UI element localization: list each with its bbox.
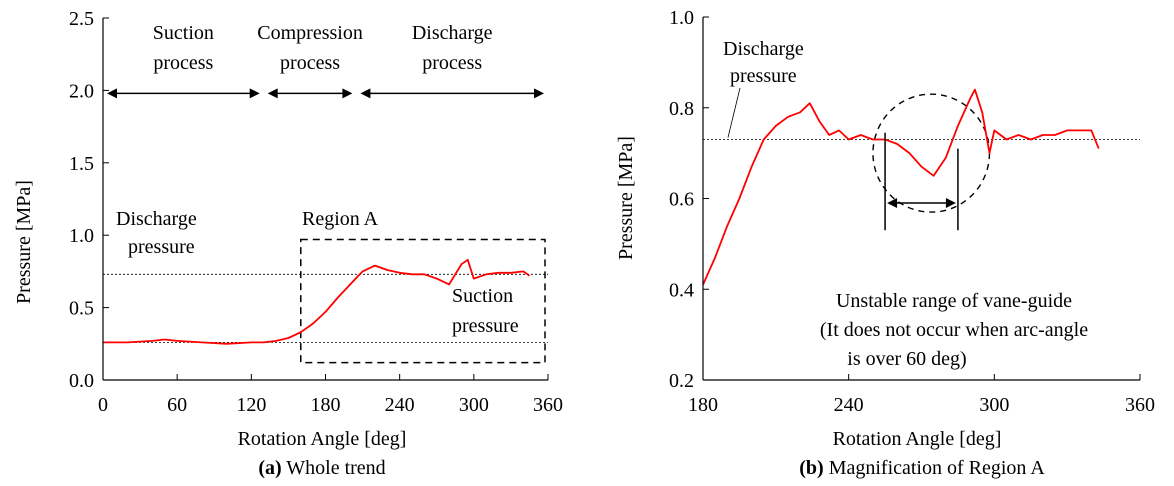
region-a-rect xyxy=(300,238,546,364)
process-arrow-head-left xyxy=(107,88,117,99)
annotation-line-3: is over 60 deg) xyxy=(847,348,966,370)
process-arrows: Suction process Compression process Discharg… xyxy=(107,22,544,99)
process-label-line1: Suction xyxy=(153,22,214,44)
caption-b-text: Magnification of Region A xyxy=(829,457,1046,479)
process-arrow-head-right xyxy=(249,88,260,99)
x-axis-label: Rotation Angle [deg] xyxy=(833,428,1002,450)
axes xyxy=(702,16,1141,381)
x-tick-label: 240 xyxy=(385,394,415,416)
x-tick-label: 0 xyxy=(98,394,108,416)
reference-lines xyxy=(703,87,1140,140)
chart-panel-a: 0 60 120 180 240 300 360 0.0 0.5 1.0 1.5 2.0 2.5 Su… xyxy=(13,8,563,479)
x-tick-label: 180 xyxy=(311,394,341,416)
y-tick-label: 0.8 xyxy=(669,98,694,120)
process-label-line1: Discharge xyxy=(412,22,493,44)
y-tick-label: 1.0 xyxy=(69,225,94,247)
chart-panel-b: 180 240 300 360 0.2 0.4 0.6 0.8 1.0 Rotation An… xyxy=(615,7,1155,479)
y-axis-label: Pressure [MPa] xyxy=(13,180,35,304)
discharge-leader-line xyxy=(727,87,741,138)
pressure-series xyxy=(103,258,531,345)
x-tick-labels: 0 60 120 180 240 300 360 xyxy=(98,394,563,416)
y-tick-label: 1.0 xyxy=(669,7,694,29)
pressure-series xyxy=(702,88,1100,286)
annotation-line-1: Unstable range of vane-guide xyxy=(836,290,1072,312)
y-tick-label: 0.5 xyxy=(69,298,94,320)
y-axis-label: Pressure [MPa] xyxy=(615,136,637,260)
y-tick-label: 2.5 xyxy=(69,8,94,30)
x-axis-label: Rotation Angle [deg] xyxy=(238,428,407,450)
pressure-line xyxy=(702,88,1100,286)
unstable-circle xyxy=(872,93,991,213)
discharge-pressure-label-line2: pressure xyxy=(128,236,195,258)
process-arrow-head-left xyxy=(267,88,278,99)
process-arrow-head-right xyxy=(342,88,353,99)
discharge-pressure-label-line1: Discharge xyxy=(723,38,804,60)
process-label-line1: Compression xyxy=(257,22,363,44)
process-label-line2: process xyxy=(280,52,340,74)
process-label-line2: process xyxy=(153,52,213,74)
process-arrow-head-right xyxy=(534,88,544,99)
x-tick-label: 180 xyxy=(688,394,718,416)
x-tick-labels: 180 240 300 360 xyxy=(688,394,1155,416)
x-tick-label: 300 xyxy=(459,394,489,416)
y-tick-label: 0.4 xyxy=(669,279,694,301)
discharge-pressure-label-line1: Discharge xyxy=(116,208,197,230)
axes xyxy=(102,17,549,381)
caption-b-bold: (b) xyxy=(799,457,823,479)
process-label-line2: process xyxy=(422,52,482,74)
x-tick-label: 60 xyxy=(167,394,187,416)
annotation-line-2: (It does not occur when arc-angle xyxy=(820,319,1088,341)
x-tick-label: 240 xyxy=(834,394,864,416)
y-tick-label: 1.5 xyxy=(69,153,94,175)
y-tick-label: 2.0 xyxy=(69,80,94,102)
region-a-label: Region A xyxy=(302,208,379,230)
discharge-pressure-label-line2: pressure xyxy=(730,65,797,87)
caption-a: (a) Whole trend xyxy=(258,457,385,479)
caption-a-text: Whole trend xyxy=(286,457,385,479)
x-tick-label: 360 xyxy=(1125,394,1155,416)
caption-b: (b) Magnification of Region A xyxy=(799,457,1045,479)
y-tick-labels: 0.2 0.4 0.6 0.8 1.0 xyxy=(669,7,694,392)
x-tick-label: 360 xyxy=(533,394,563,416)
range-arrow-head-left xyxy=(887,198,898,209)
suction-pressure-label-line2: pressure xyxy=(452,315,519,337)
unstable-range-marker xyxy=(884,132,959,231)
suction-pressure-label-line1: Suction xyxy=(452,285,513,307)
x-tick-label: 300 xyxy=(979,394,1009,416)
caption-a-bold: (a) xyxy=(258,457,281,479)
y-tick-labels: 0.0 0.5 1.0 1.5 2.0 2.5 xyxy=(69,8,94,392)
y-tick-label: 0.2 xyxy=(669,370,694,392)
pressure-line xyxy=(103,258,531,345)
unstable-ellipse xyxy=(872,93,991,213)
y-tick-label: 0.0 xyxy=(69,370,94,392)
process-arrow-head-left xyxy=(360,88,371,99)
y-tick-label: 0.6 xyxy=(669,189,694,211)
region-a-box xyxy=(300,238,546,364)
x-tick-label: 120 xyxy=(236,394,266,416)
range-arrow-head-right xyxy=(945,198,956,209)
